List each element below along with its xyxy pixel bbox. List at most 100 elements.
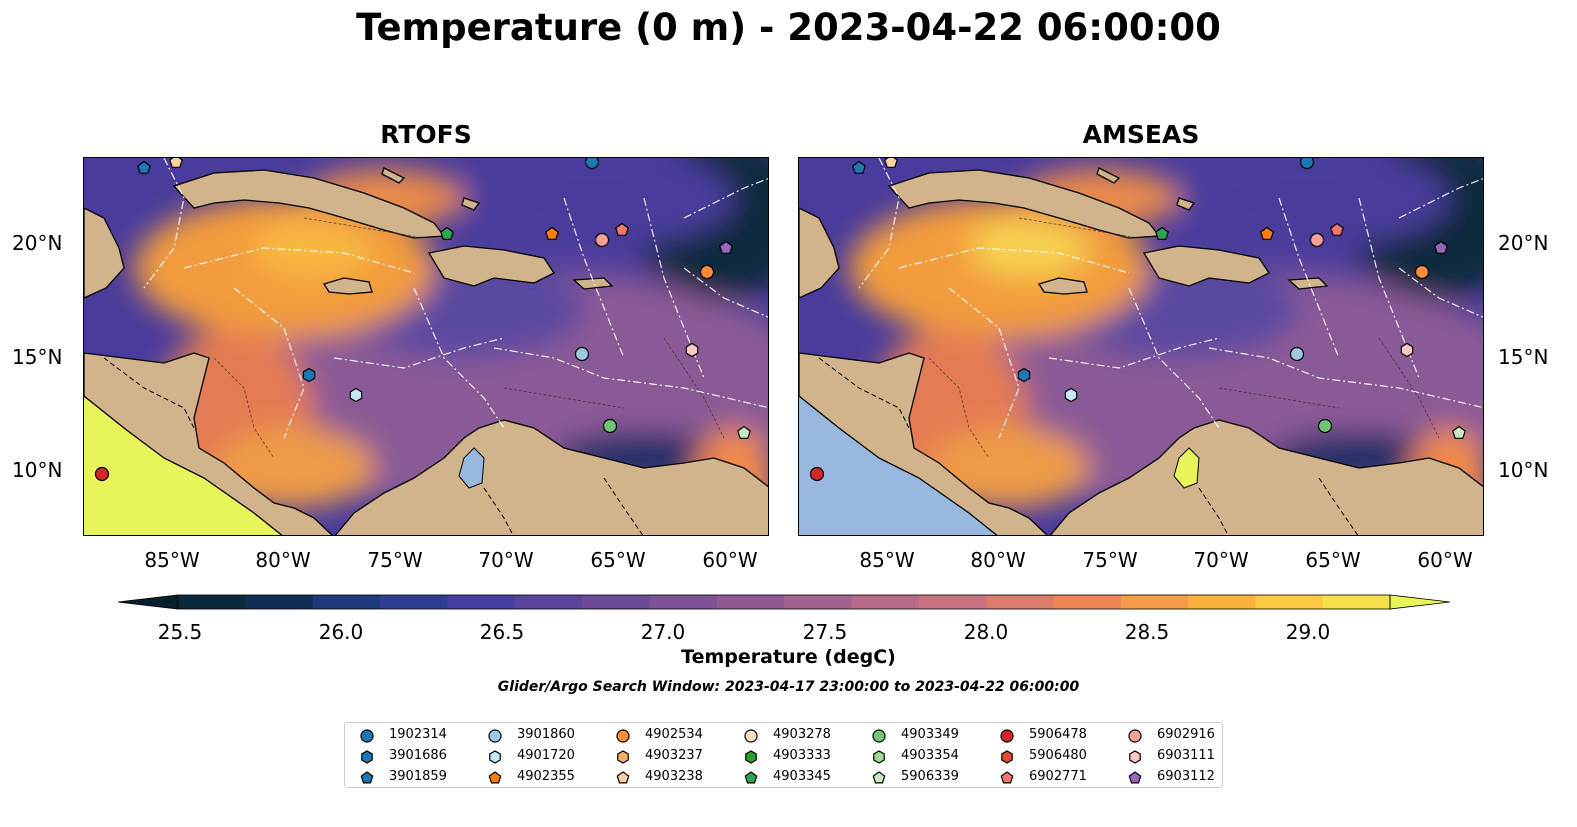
colorbar-gradient xyxy=(117,594,1451,610)
legend-label: 5906339 xyxy=(901,769,959,784)
legend-label: 4903237 xyxy=(645,748,703,763)
land-yucatan xyxy=(799,207,840,299)
land-central-america xyxy=(799,352,1048,535)
colorbar-segment xyxy=(1188,595,1256,609)
circle-marker-icon xyxy=(616,729,630,743)
search-window-text: Glider/Argo Search Window: 2023-04-17 23… xyxy=(497,679,1080,695)
colorbar-label: Temperature (degC) xyxy=(681,646,896,668)
legend-marker-1902314 xyxy=(360,729,374,743)
colorbar-segment xyxy=(582,595,650,609)
colorbar-segment xyxy=(1322,595,1391,609)
float-marker-1902314 xyxy=(584,158,600,170)
map-amseas[interactable] xyxy=(798,157,1484,536)
colorbar-segment xyxy=(178,595,246,609)
panel-title-amseas: AMSEAS xyxy=(1082,120,1200,149)
colorbar-segment xyxy=(245,595,314,609)
land-yucatan xyxy=(84,207,125,299)
hexagon-marker-icon xyxy=(1001,750,1013,764)
legend-marker-4903278 xyxy=(744,729,758,743)
circle-marker-icon xyxy=(1128,729,1142,743)
lake-maracaibo xyxy=(458,447,485,489)
lat-label-20n-right: 20°N xyxy=(1498,231,1549,255)
float-marker-3901860 xyxy=(574,346,590,362)
colorbar-tick-28-5: 28.5 xyxy=(1124,620,1170,644)
legend-label: 4902355 xyxy=(517,769,575,784)
float-marker-4903238 xyxy=(884,158,898,168)
land-hispaniola xyxy=(1142,245,1270,287)
colorbar-segment xyxy=(986,595,1054,609)
float-marker-5906478 xyxy=(809,466,825,482)
pentagon-marker-icon xyxy=(744,771,758,784)
float-marker-4902355 xyxy=(1260,226,1274,240)
circle-marker-icon xyxy=(744,729,758,743)
legend-marker-5906339 xyxy=(872,771,886,784)
colorbar-tick-26-5: 26.5 xyxy=(479,620,525,644)
float-marker-4901720 xyxy=(1064,387,1078,403)
legend-marker-6902916 xyxy=(1128,729,1142,743)
land-jamaica xyxy=(322,277,373,295)
legend-label: 6903111 xyxy=(1157,748,1215,763)
colorbar-tick-25-5: 25.5 xyxy=(157,620,203,644)
float-marker-6902771 xyxy=(1330,222,1344,236)
float-marker-4903349 xyxy=(1317,418,1333,434)
float-marker-6903111 xyxy=(1400,342,1414,358)
float-markers xyxy=(94,158,751,482)
land-central-america xyxy=(84,352,333,535)
legend-marker-5906480 xyxy=(1001,750,1013,764)
float-marker-3901686 xyxy=(302,367,316,383)
legend-marker-3901859 xyxy=(360,771,374,784)
legend-label: 6903112 xyxy=(1157,769,1215,784)
lon-label-60w-rtofs: 60°W xyxy=(702,548,758,572)
legend-marker-4903333 xyxy=(745,750,757,764)
legend-label: 6902916 xyxy=(1157,727,1215,742)
legend-marker-6903111 xyxy=(1129,750,1141,764)
land-puerto-rico xyxy=(572,277,614,290)
pacific-ocean xyxy=(799,396,997,535)
legend-label: 4903354 xyxy=(901,748,959,763)
land-jamaica xyxy=(1037,277,1088,295)
pentagon-marker-icon xyxy=(872,771,886,784)
legend-marker-3901860 xyxy=(488,729,502,743)
map-rtofs-canvas xyxy=(84,158,768,535)
colorbar-segment xyxy=(312,595,381,609)
colorbar-tick-27-0: 27.0 xyxy=(640,620,686,644)
legend-label: 3901859 xyxy=(389,769,447,784)
legend-marker-4903349 xyxy=(872,729,886,743)
lon-label-80w-rtofs: 80°W xyxy=(255,548,311,572)
land-cuba xyxy=(172,169,446,239)
legend-label: 5906478 xyxy=(1029,727,1087,742)
legend-label: 3901686 xyxy=(389,748,447,763)
colorbar-segment xyxy=(1120,595,1189,609)
land-puerto-rico xyxy=(1287,277,1329,290)
legend-marker-4903354 xyxy=(873,750,885,764)
legend-label: 4903349 xyxy=(901,727,959,742)
float-marker-5906339 xyxy=(1452,425,1466,439)
legend-label: 5906480 xyxy=(1029,748,1087,763)
legend-label: 4903278 xyxy=(773,727,831,742)
float-marker-4903345 xyxy=(1155,226,1169,240)
colorbar-segment xyxy=(1255,595,1324,609)
colorbar-extend-high xyxy=(1389,594,1451,610)
lon-label-65w-amseas: 65°W xyxy=(1305,548,1361,572)
hexagon-marker-icon xyxy=(617,750,629,764)
land-hispaniola xyxy=(427,245,555,287)
lon-label-75w-rtofs: 75°W xyxy=(367,548,423,572)
colorbar-segment xyxy=(851,595,920,609)
float-marker-6903112 xyxy=(719,240,733,254)
lon-label-85w-rtofs: 85°W xyxy=(144,548,200,572)
pentagon-marker-icon xyxy=(1128,771,1142,784)
float-marker-4902534 xyxy=(699,264,715,280)
float-marker-4903349 xyxy=(602,418,618,434)
legend-marker-4901720 xyxy=(489,750,501,764)
map-rtofs[interactable] xyxy=(83,157,769,536)
pentagon-marker-icon xyxy=(360,771,374,784)
panel-title-rtofs: RTOFS xyxy=(380,120,472,149)
circle-marker-icon xyxy=(360,729,374,743)
float-marker-6903111 xyxy=(685,342,699,358)
hexagon-marker-icon xyxy=(745,750,757,764)
circle-marker-icon xyxy=(1000,729,1014,743)
legend-label: 4901720 xyxy=(517,748,575,763)
land-south-america xyxy=(334,419,768,535)
float-markers xyxy=(809,158,1466,482)
lat-label-15n-left: 15°N xyxy=(12,345,63,369)
